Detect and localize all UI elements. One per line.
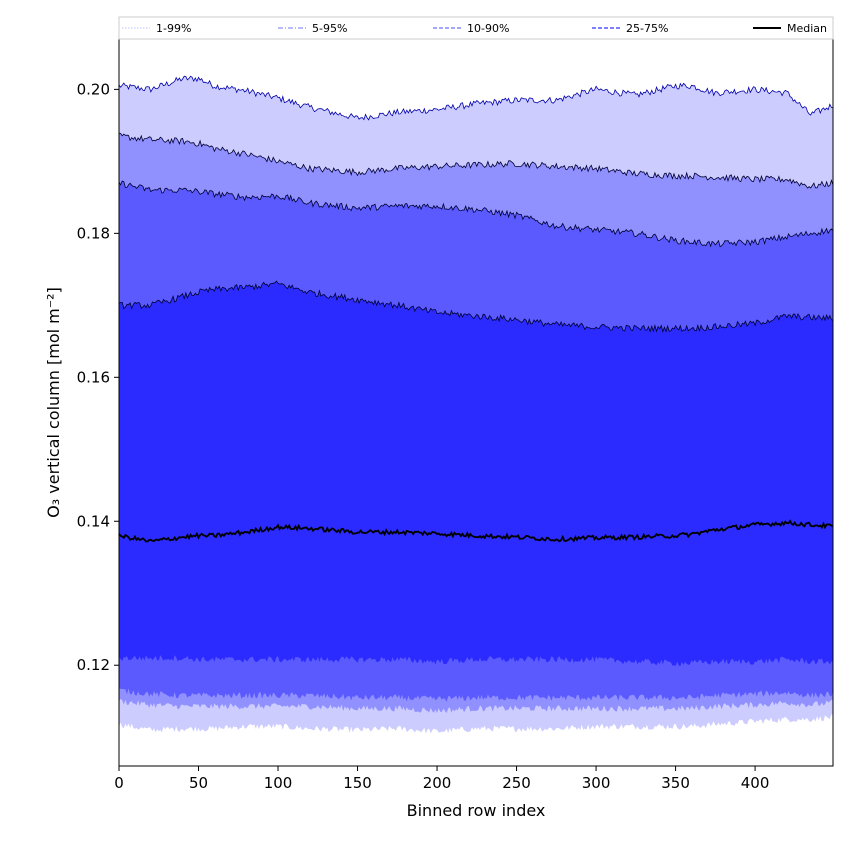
x-tick-label-250: 250 <box>502 774 531 792</box>
band-1-99%-upper-edge <box>118 75 834 121</box>
x-axis-label: Binned row index <box>407 801 546 820</box>
y-axis: 0.12 0.14 0.16 0.18 0.20 <box>77 80 119 674</box>
bands-layer <box>118 75 834 734</box>
x-tick-label-400: 400 <box>741 774 770 792</box>
y-tick-label-0: 0.12 <box>77 656 110 674</box>
band-10-90%-upper-edge <box>118 180 834 248</box>
legend-label-5-95%: 5-95% <box>312 22 347 35</box>
legend-box <box>118 16 834 40</box>
x-tick-label-350: 350 <box>661 774 690 792</box>
y-axis-label: O₃ vertical column [mol m⁻²] <box>44 287 63 518</box>
legend: 1-99% 5-95% 10-90% 25-75% Median <box>118 16 834 40</box>
legend-label-1-99%: 1-99% <box>156 22 191 35</box>
legend-label-10-90%: 10-90% <box>467 22 509 35</box>
x-axis: 0 50 100 150 200 250 300 350 400 <box>114 766 769 792</box>
median-layer <box>118 519 834 543</box>
x-tick-label-100: 100 <box>264 774 293 792</box>
y-tick-label-1: 0.14 <box>77 512 110 530</box>
x-tick-label-50: 50 <box>189 774 208 792</box>
y-tick-label-4: 0.20 <box>77 80 110 98</box>
x-tick-label-300: 300 <box>582 774 611 792</box>
band-25-75%-fill <box>119 281 833 666</box>
x-tick-label-150: 150 <box>343 774 372 792</box>
y-tick-label-3: 0.18 <box>77 224 110 242</box>
legend-label-Median: Median <box>787 22 827 35</box>
legend-label-25-75%: 25-75% <box>626 22 668 35</box>
x-tick-label-0: 0 <box>114 774 124 792</box>
x-tick-label-200: 200 <box>423 774 452 792</box>
band-25-75%-upper-edge <box>118 280 834 333</box>
y-tick-label-2: 0.16 <box>77 368 110 386</box>
band-5-95%-upper-edge <box>118 132 834 189</box>
median-line <box>118 519 834 543</box>
